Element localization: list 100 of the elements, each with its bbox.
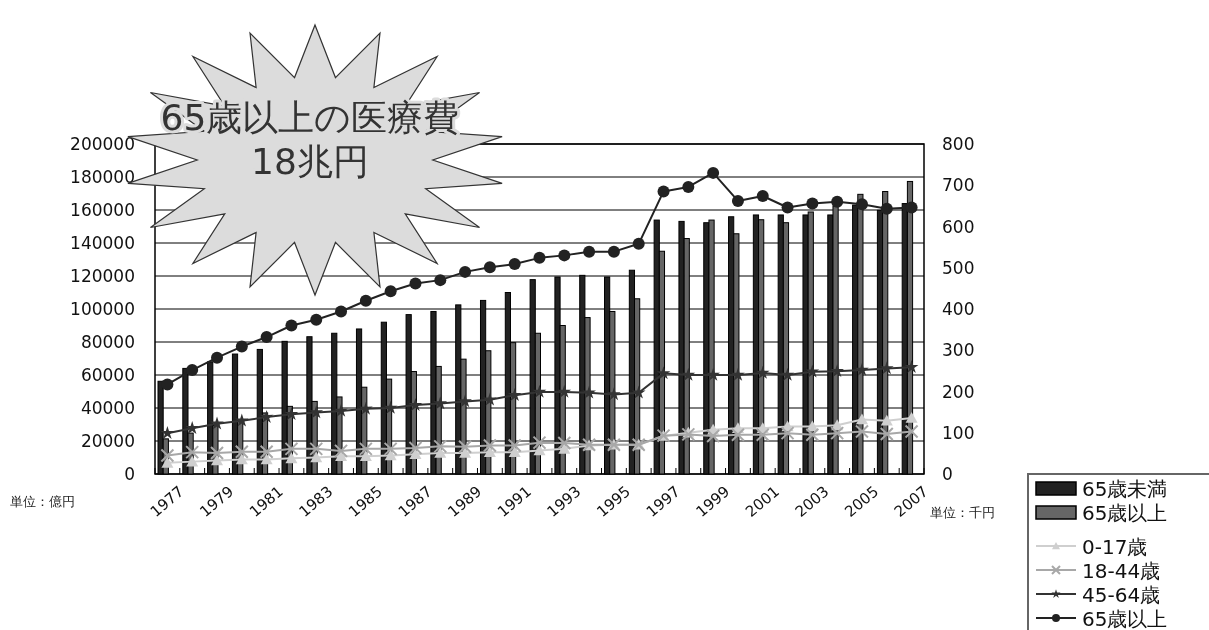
y-tick-label: 60000 xyxy=(80,365,135,385)
point xyxy=(830,364,845,378)
point xyxy=(780,367,795,381)
point xyxy=(507,388,522,402)
point xyxy=(755,365,770,379)
point xyxy=(532,384,547,398)
point xyxy=(731,367,745,381)
point xyxy=(259,444,274,459)
y2-tick-label: 0 xyxy=(942,464,953,484)
y-tick-label: 160000 xyxy=(70,200,135,220)
point xyxy=(855,413,868,425)
point xyxy=(482,438,497,453)
point xyxy=(434,274,447,287)
point xyxy=(632,237,645,250)
point xyxy=(657,185,670,198)
point xyxy=(731,194,744,207)
point xyxy=(334,403,348,417)
point xyxy=(458,439,473,454)
point xyxy=(260,331,273,344)
point xyxy=(161,456,174,468)
point xyxy=(408,441,423,456)
point xyxy=(285,319,298,332)
point xyxy=(533,444,546,456)
point xyxy=(160,425,175,439)
point xyxy=(235,453,248,465)
point xyxy=(161,378,174,391)
point xyxy=(211,351,224,364)
y2-tick-label: 400 xyxy=(942,299,975,319)
point xyxy=(607,245,620,258)
point xyxy=(284,441,299,456)
point xyxy=(335,305,348,318)
y-tick-label: 0 xyxy=(124,464,135,484)
point xyxy=(309,441,324,456)
point xyxy=(607,387,621,401)
point xyxy=(879,361,894,375)
point xyxy=(358,441,373,456)
point xyxy=(730,427,745,442)
point xyxy=(459,265,472,278)
point xyxy=(656,366,671,380)
legend-label: 65歳以上 xyxy=(1082,607,1168,630)
point xyxy=(433,396,448,410)
point xyxy=(905,201,918,214)
point xyxy=(831,195,844,208)
y2-tick-label: 600 xyxy=(942,216,975,237)
point xyxy=(508,258,521,271)
point xyxy=(210,445,225,460)
point xyxy=(309,405,324,419)
point xyxy=(310,313,323,326)
point xyxy=(557,436,572,451)
point xyxy=(310,451,323,463)
point xyxy=(755,427,770,442)
point xyxy=(186,364,199,377)
point xyxy=(706,367,720,381)
point xyxy=(507,438,522,453)
point xyxy=(483,446,496,457)
y-tick-label: 120000 xyxy=(70,266,135,286)
point xyxy=(706,429,721,444)
point xyxy=(904,424,919,439)
point xyxy=(805,364,820,378)
y2-tick-label: 300 xyxy=(942,340,975,361)
y2-tick-label: 700 xyxy=(942,175,975,196)
point xyxy=(384,449,397,461)
y-axis-title: 単位：億円 xyxy=(10,494,75,509)
point xyxy=(756,189,769,202)
point xyxy=(210,416,224,430)
point xyxy=(508,446,521,457)
y-tick-label: 180000 xyxy=(70,167,135,187)
point xyxy=(433,439,448,454)
point xyxy=(780,426,795,441)
point xyxy=(830,426,845,441)
y2-tick-label: 500 xyxy=(942,257,975,278)
point xyxy=(408,397,423,411)
legend-label: 45-64歳 xyxy=(1082,583,1161,607)
point xyxy=(234,444,249,459)
point xyxy=(880,414,893,426)
point xyxy=(359,450,372,462)
point xyxy=(558,249,571,262)
point xyxy=(185,421,200,435)
y2-tick-label: 100 xyxy=(942,422,975,443)
point xyxy=(409,448,422,459)
point xyxy=(855,362,869,376)
y-tick-label: 40000 xyxy=(80,398,135,418)
point xyxy=(458,394,472,408)
point xyxy=(781,201,794,214)
point xyxy=(854,424,869,439)
point xyxy=(260,453,273,465)
y-tick-label: 200000 xyxy=(70,134,135,154)
point xyxy=(557,384,572,398)
point xyxy=(904,359,919,373)
y2-tick-label: 200 xyxy=(942,381,975,402)
point xyxy=(383,400,398,414)
point xyxy=(186,455,199,467)
point xyxy=(806,197,819,210)
y-tick-label: 20000 xyxy=(80,431,135,451)
point xyxy=(707,166,720,179)
point xyxy=(384,285,397,298)
point xyxy=(409,277,422,290)
legend-label: 65歳以上 xyxy=(1082,501,1168,525)
point xyxy=(383,441,398,456)
point xyxy=(259,409,274,423)
